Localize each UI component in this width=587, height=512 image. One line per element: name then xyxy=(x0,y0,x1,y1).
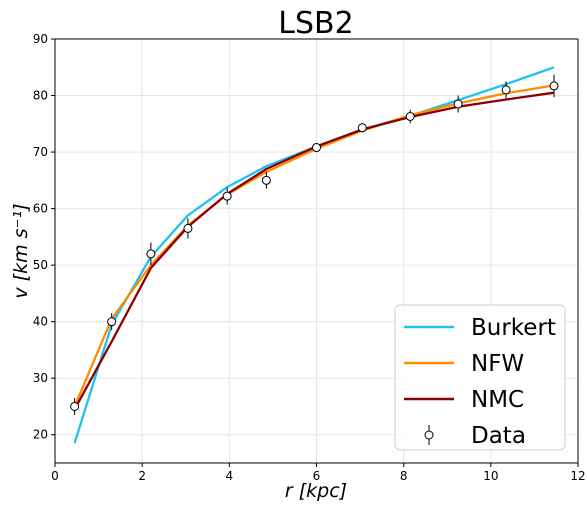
x-tick-label: 4 xyxy=(226,469,234,483)
x-tick-label: 2 xyxy=(138,469,146,483)
legend-box xyxy=(394,304,566,451)
legend-label-burkert: Burkert xyxy=(471,315,556,341)
y-tick-label: 40 xyxy=(33,315,48,329)
y-tick-label: 20 xyxy=(33,428,48,442)
legend-label-data: Data xyxy=(471,423,526,449)
series-line-burkert xyxy=(73,66,555,444)
data-point xyxy=(70,401,80,411)
data-point xyxy=(357,123,367,133)
y-tick-label: 60 xyxy=(33,202,48,216)
data-point xyxy=(312,143,321,153)
x-axis-label: r [kpc] xyxy=(285,480,347,502)
data-point xyxy=(501,85,511,95)
data-point xyxy=(405,111,415,121)
series-line-nfw xyxy=(73,84,555,407)
x-tick-label: 8 xyxy=(400,469,408,483)
legend: Burkert NFW NMC Data xyxy=(394,304,566,451)
data-points xyxy=(70,74,559,415)
x-tick-label: 12 xyxy=(570,469,585,483)
series-line-nmc xyxy=(73,91,555,410)
legend-label-nfw: NFW xyxy=(471,351,524,377)
data-point xyxy=(222,191,232,201)
y-axis-label: v [km s⁻¹] xyxy=(10,203,32,298)
x-tick-label: 6 xyxy=(313,469,321,483)
x-tick-label: 10 xyxy=(483,469,498,483)
chart-title: LSB2 xyxy=(278,6,353,41)
ticks: 0 2 4 6 8 10 12 20 30 40 50 60 70 80 90 xyxy=(33,32,586,483)
y-tick-label: 90 xyxy=(33,32,48,46)
data-point xyxy=(183,223,193,233)
y-tick-label: 80 xyxy=(33,89,48,103)
y-tick-label: 70 xyxy=(33,145,48,159)
data-point xyxy=(107,317,117,327)
data-point xyxy=(146,249,156,259)
series-lines xyxy=(73,66,555,444)
legend-swatch-data xyxy=(424,430,434,440)
y-tick-label: 30 xyxy=(33,371,48,385)
data-point xyxy=(261,175,271,185)
data-point xyxy=(549,81,559,91)
y-tick-label: 50 xyxy=(33,258,48,272)
data-point xyxy=(453,99,463,109)
x-tick-label: 0 xyxy=(51,469,59,483)
legend-label-nmc: NMC xyxy=(471,387,524,413)
